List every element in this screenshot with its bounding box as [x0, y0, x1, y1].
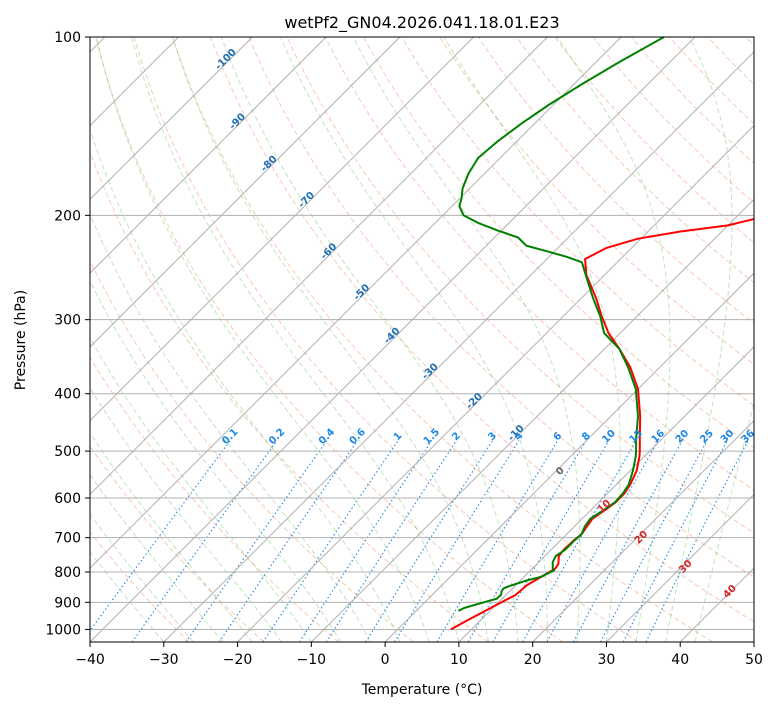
- moist-adiabat-line: [172, 37, 489, 642]
- y-tick-label: 100: [54, 30, 81, 46]
- x-tick-label: 0: [381, 652, 390, 668]
- moist-adiabat-line: [90, 128, 401, 642]
- isobars: [90, 37, 754, 630]
- mixing-ratio-line: [218, 440, 358, 642]
- dry-adiabat-line: [90, 531, 190, 642]
- mixing-ratio-line: [436, 440, 559, 642]
- isotherm-line: [90, 37, 253, 201]
- isotherm-line: [237, 124, 754, 642]
- moist-adiabat-line: [90, 473, 224, 642]
- dry-adiabat-line: [592, 37, 754, 204]
- dry-adiabat-line: [477, 37, 754, 324]
- y-tick-label: 400: [54, 387, 81, 403]
- y-tick-label: 900: [54, 595, 81, 611]
- mixing-ratio-line: [90, 440, 231, 632]
- isotherm-line: [90, 37, 696, 642]
- mixing-ratio-line: [299, 440, 433, 642]
- isotherm-line: [384, 272, 754, 642]
- isotherm-line: [458, 346, 754, 642]
- x-tick-label: −40: [75, 652, 105, 668]
- plot-frame: [89, 36, 755, 643]
- isotherm-line: [163, 51, 754, 642]
- y-tick-label: 500: [54, 444, 81, 460]
- dry-adiabat-line: [90, 259, 414, 642]
- isotherm-line: [90, 37, 622, 569]
- isotherm-line: [90, 37, 327, 274]
- x-tick-label: 50: [745, 652, 763, 668]
- dry-adiabat-line: [554, 37, 754, 244]
- y-tick-label: 800: [54, 565, 81, 581]
- y-axis-label: Pressure (hPa): [13, 290, 29, 390]
- mixing-ratio-line: [185, 440, 328, 642]
- isotherm-line: [90, 37, 475, 422]
- axes: −40 −30 −20 −10 0 10 20 30 40 50 100 200 300 400 500 60…: [45, 30, 763, 668]
- dry-adiabat-line: [90, 356, 339, 642]
- dry-adiabat-line: [324, 37, 754, 491]
- y-tick-label: 1000: [45, 622, 81, 638]
- moist-adiabat-line: [280, 37, 548, 642]
- moist-adiabat-line: [352, 37, 581, 642]
- dewpoint-line: [457, 37, 665, 612]
- dry-adiabat-line: [210, 37, 754, 623]
- moist-adiabats: [90, 37, 754, 642]
- x-tick-label: −10: [297, 652, 327, 668]
- dry-adiabat-line: [133, 37, 639, 642]
- mixing-ratio-line: [492, 440, 610, 642]
- mixing-ratio-line: [467, 440, 587, 642]
- x-tick-label: 40: [671, 652, 689, 668]
- x-tick-label: 30: [598, 652, 616, 668]
- dry-adiabat-line: [363, 37, 754, 449]
- x-tick-label: 10: [450, 652, 468, 668]
- mixing-ratio-line: [600, 440, 708, 642]
- moist-adiabat-line: [95, 37, 430, 642]
- moist-adiabat-line: [90, 513, 194, 642]
- isotherm-line: [90, 37, 401, 348]
- moist-adiabat-line: [665, 37, 733, 642]
- mixing-ratio-line: [262, 440, 399, 642]
- moist-adiabat-line: [556, 37, 671, 642]
- moist-adiabat-line: [131, 37, 460, 642]
- x-tick-label: −30: [149, 652, 179, 668]
- y-tick-label: 600: [54, 491, 81, 507]
- dry-adiabat-line: [439, 37, 754, 365]
- mixing-ratio-line: [622, 440, 728, 642]
- chart-title: wetPf2_GN04.2026.041.18.01.E23: [284, 13, 559, 33]
- mixing-ratio-lines: [90, 440, 749, 642]
- moist-adiabat-line: [220, 37, 519, 642]
- y-tick-label: 200: [54, 208, 81, 224]
- mixing-ratio-line: [522, 440, 637, 642]
- moist-adiabat-line: [90, 386, 283, 642]
- dry-adiabat-line: [286, 37, 754, 534]
- dry-adiabat-line: [95, 37, 564, 642]
- plot-area: -100-90-80-70-60-50-40-30-20-100.1 0.2 0.4…: [90, 37, 754, 642]
- mixing-ratio-line: [645, 440, 749, 642]
- isotherm-line: [90, 37, 548, 496]
- y-tick-label: 300: [54, 313, 81, 329]
- isotherm-line: [606, 493, 754, 642]
- mixing-ratio-line: [394, 440, 520, 642]
- moist-adiabat-line: [443, 37, 621, 642]
- x-tick-label: −20: [223, 652, 253, 668]
- dry-adiabat-line: [171, 37, 713, 642]
- x-axis-label: Temperature (°C): [361, 682, 483, 698]
- y-tick-label: 700: [54, 531, 81, 547]
- x-tick-label: 20: [524, 652, 542, 668]
- profile-series: [450, 37, 754, 631]
- isotherm-line: [532, 419, 754, 642]
- dry-adiabat-line: [401, 37, 754, 407]
- mixing-ratio-line: [131, 440, 278, 642]
